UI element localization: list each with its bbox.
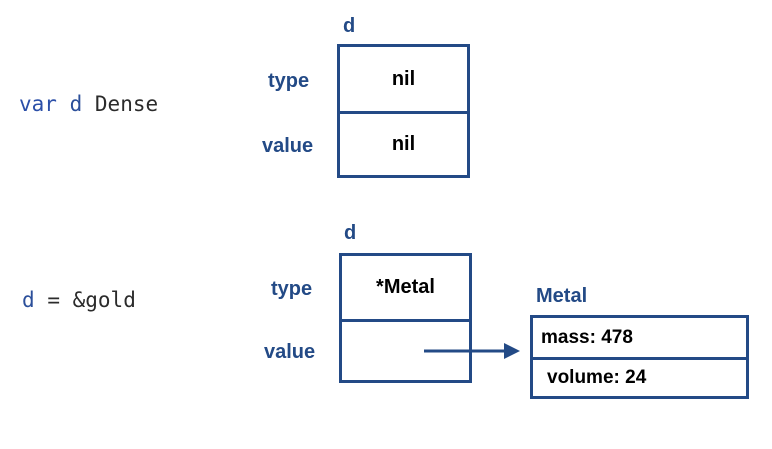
metal-field-volume: volume: 24 bbox=[547, 367, 647, 388]
code-line-assignment: d = &gold bbox=[22, 290, 136, 311]
top-interface-box: nil nil bbox=[337, 44, 470, 178]
bottom-box-divider bbox=[342, 319, 469, 322]
top-box-title: d bbox=[343, 15, 356, 37]
top-type-cell: nil bbox=[391, 67, 416, 90]
bottom-type-cell: *Metal bbox=[376, 276, 435, 298]
metal-box-divider bbox=[533, 357, 746, 360]
metal-field-mass: mass: 478 bbox=[541, 326, 633, 348]
code-identifier-d: d bbox=[69, 92, 83, 116]
bottom-interface-box: *Metal bbox=[339, 253, 472, 383]
bottom-value-label: value bbox=[264, 341, 316, 363]
code-line-declaration: var d Dense bbox=[19, 94, 158, 115]
bottom-box-title: d bbox=[344, 222, 357, 244]
metal-box-title: Metal bbox=[536, 285, 588, 307]
top-value-label: value bbox=[262, 135, 314, 157]
pointer-arrow-head bbox=[504, 343, 520, 359]
bottom-type-label: type bbox=[271, 278, 313, 300]
top-type-label: type bbox=[268, 70, 310, 92]
top-value-cell: nil bbox=[391, 133, 416, 155]
code-identifier-d-assign: d bbox=[22, 288, 35, 312]
code-expression-gold: &gold bbox=[72, 288, 136, 312]
code-keyword-var: var bbox=[19, 92, 57, 116]
code-type-dense: Dense bbox=[94, 92, 159, 116]
top-box-divider bbox=[340, 111, 467, 114]
code-operator-equals: = bbox=[47, 288, 60, 312]
metal-struct-box: mass: 478 volume: 24 bbox=[530, 315, 749, 399]
